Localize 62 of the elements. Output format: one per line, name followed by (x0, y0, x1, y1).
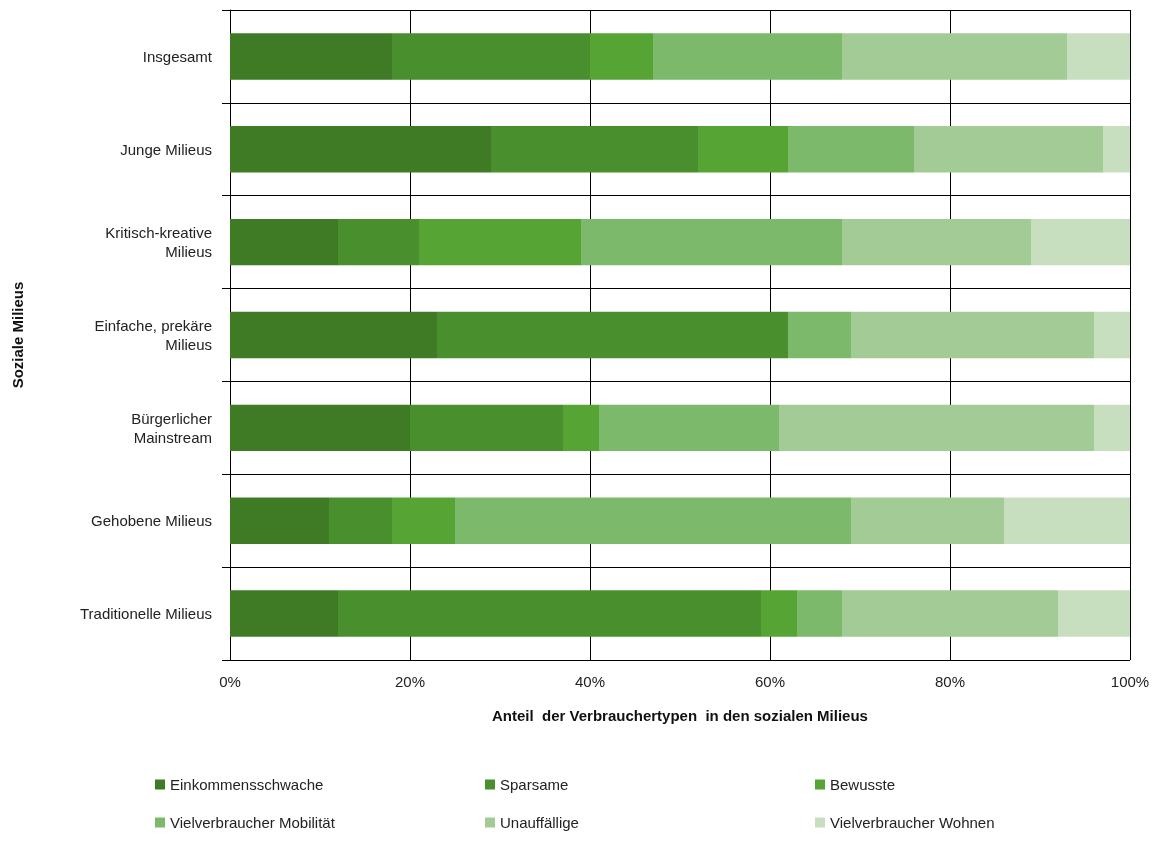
y-tick-label: Kritisch-kreative Milieus (105, 224, 212, 261)
bar (851, 497, 1004, 544)
bar (653, 33, 842, 80)
bar (230, 218, 338, 266)
bar (581, 218, 842, 266)
bar (761, 590, 797, 637)
x-tick-label: 80% (934, 673, 966, 690)
bar (842, 33, 1067, 80)
bar (1067, 33, 1130, 80)
bar (329, 497, 392, 544)
legend-label: Unauffällige (500, 814, 579, 831)
bar (851, 311, 1094, 359)
x-tick-label: 100% (1110, 673, 1150, 690)
bar (230, 590, 338, 637)
legend-label: Vielverbraucher Mobilität (170, 814, 336, 831)
bar (491, 126, 698, 173)
legend-label: Bewusste (830, 776, 896, 793)
y-tick-label: Bürgerlicher Mainstream (131, 409, 212, 446)
bar (1058, 590, 1130, 637)
bar (419, 218, 581, 266)
y-axis-title: Soziale Milieus (9, 281, 26, 389)
bar (1094, 404, 1130, 452)
x-tick-label: 20% (394, 673, 426, 690)
bar (230, 33, 392, 80)
bar (590, 33, 653, 80)
bar (563, 404, 599, 452)
y-tick-label: Insgesamt (142, 47, 213, 65)
bar (698, 126, 788, 173)
bar (410, 404, 563, 452)
y-tick-label: Gehobene Milieus (91, 512, 212, 530)
bar (842, 218, 1031, 266)
bar (230, 404, 410, 452)
legend-label: Sparsame (500, 776, 569, 793)
x-tick-label: 40% (574, 673, 606, 690)
bar (230, 311, 437, 359)
bar (392, 33, 590, 80)
bar (1004, 497, 1130, 544)
bar (392, 497, 455, 544)
bar (599, 404, 779, 452)
bar (338, 218, 419, 266)
bar (788, 311, 851, 359)
bar (338, 590, 761, 637)
bar (230, 126, 491, 173)
bar (1094, 311, 1130, 359)
y-tick-label: Traditionelle Milieus (80, 605, 212, 623)
x-tick-label: 0% (219, 673, 241, 690)
bar (437, 311, 788, 359)
bar (779, 404, 1094, 452)
bar (1103, 126, 1130, 173)
bar (797, 590, 842, 637)
bar (230, 497, 329, 544)
bar (914, 126, 1103, 173)
y-tick-label: Junge Milieus (120, 140, 212, 158)
y-tick-label: Einfache, prekäre Milieus (94, 317, 212, 353)
bar (788, 126, 914, 173)
legend-label: Vielverbraucher Wohnen (830, 814, 995, 831)
x-axis-title: Anteil der Verbrauchertypen in den sozialen Milieus (492, 707, 868, 724)
bar (842, 590, 1058, 637)
bar (455, 497, 851, 544)
legend-label: Einkommensschwache (170, 776, 324, 793)
x-tick-label: 60% (754, 673, 786, 690)
bar (1031, 218, 1130, 266)
